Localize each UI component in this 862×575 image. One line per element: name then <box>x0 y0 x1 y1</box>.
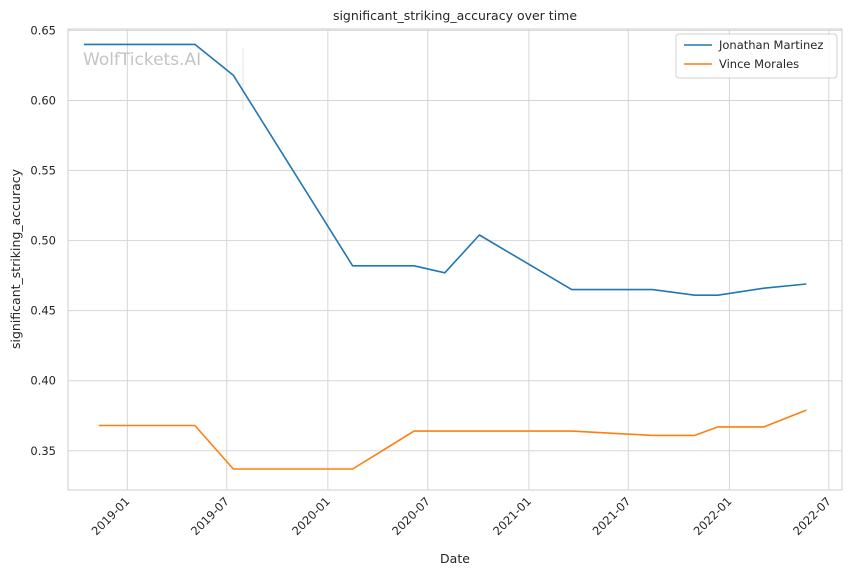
legend-label: Jonathan Martinez <box>718 38 823 52</box>
x-tick-label: 2019-01 <box>89 494 133 538</box>
x-axis-title: Date <box>440 551 470 566</box>
series <box>83 43 807 470</box>
y-tick-label: 0.55 <box>30 164 56 178</box>
x-tick-label: 2020-01 <box>289 494 333 538</box>
legend-label: Vince Morales <box>719 57 799 71</box>
x-tick-label: 2022-07 <box>790 494 834 538</box>
y-tick-label: 0.60 <box>30 93 56 107</box>
series-line <box>83 43 807 297</box>
x-tick-label: 2022-01 <box>691 494 735 538</box>
y-axis-title: significant_striking_accuracy <box>8 168 23 349</box>
x-tick-label: 2020-07 <box>389 494 433 538</box>
x-axis-ticks: 2019-01 2019-07 2020-01 2020-07 2021-01 2021-… <box>89 494 834 538</box>
x-tick-label: 2021-07 <box>590 494 634 538</box>
grid <box>68 29 842 490</box>
x-tick-label: 2019-07 <box>188 494 232 538</box>
y-tick-label: 0.35 <box>30 444 56 458</box>
watermark: WolfTickets.AI <box>83 50 201 70</box>
legend: Jonathan Martinez Vince Morales <box>675 33 838 79</box>
y-axis-ticks: 0.35 0.40 0.45 0.50 0.55 0.60 0.65 <box>30 23 56 457</box>
y-tick-label: 0.50 <box>30 234 56 248</box>
y-tick-label: 0.65 <box>30 23 56 37</box>
legend-box <box>675 33 838 79</box>
y-tick-label: 0.45 <box>30 304 56 318</box>
chart-title: significant_striking_accuracy over time <box>333 8 577 23</box>
plot-area <box>67 28 843 491</box>
x-tick-label: 2021-01 <box>490 494 534 538</box>
series-line <box>98 409 807 470</box>
y-tick-label: 0.40 <box>30 374 56 388</box>
